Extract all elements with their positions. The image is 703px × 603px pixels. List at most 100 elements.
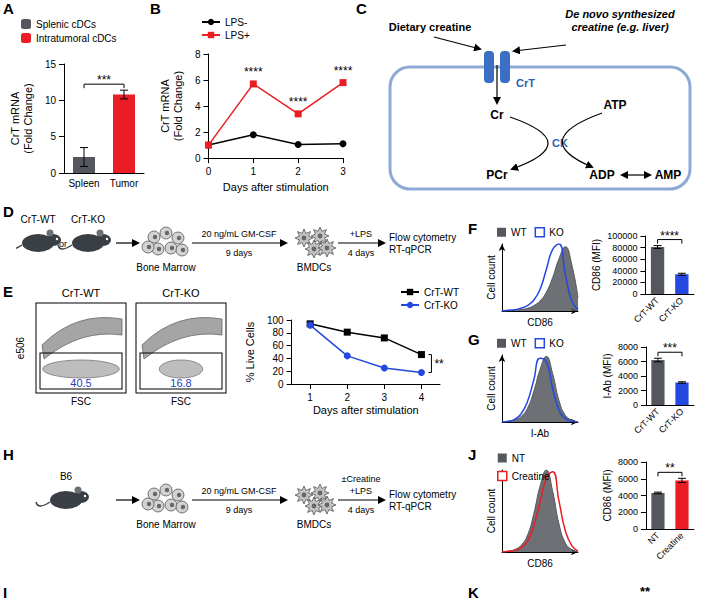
svg-text:0: 0 bbox=[50, 168, 56, 179]
svg-text:CD86 (MFI): CD86 (MFI) bbox=[591, 239, 602, 291]
svg-text:10: 10 bbox=[45, 95, 57, 106]
svg-text:Flow cytometry: Flow cytometry bbox=[389, 232, 456, 243]
svg-text:8000: 8000 bbox=[618, 457, 638, 467]
svg-text:60: 60 bbox=[272, 340, 284, 351]
svg-text:20 ng/mL GM-CSF: 20 ng/mL GM-CSF bbox=[201, 486, 277, 496]
svg-text:0: 0 bbox=[633, 400, 638, 410]
svg-text:5: 5 bbox=[50, 131, 56, 142]
svg-text:100000: 100000 bbox=[607, 231, 637, 241]
svg-text:CrT-KO: CrT-KO bbox=[71, 214, 105, 225]
svg-text:40000: 40000 bbox=[612, 266, 637, 276]
svg-text:(Fold Change): (Fold Change) bbox=[22, 83, 34, 153]
svg-text:BMDCs: BMDCs bbox=[297, 262, 331, 273]
svg-text:LPS-: LPS- bbox=[225, 17, 247, 28]
svg-text:CrT-WT: CrT-WT bbox=[424, 287, 459, 298]
svg-text:PCr: PCr bbox=[486, 168, 508, 182]
svg-text:Splenic cDCs: Splenic cDCs bbox=[36, 19, 96, 30]
svg-text:1: 1 bbox=[251, 166, 257, 177]
svg-text:2: 2 bbox=[195, 127, 201, 138]
svg-text:2: 2 bbox=[344, 392, 350, 403]
svg-text:Bone Marrow: Bone Marrow bbox=[136, 519, 196, 530]
svg-text:% Live Cells: % Live Cells bbox=[244, 321, 256, 382]
svg-text:Days after stimulation: Days after stimulation bbox=[313, 404, 419, 416]
svg-text:CrT mRNA: CrT mRNA bbox=[9, 91, 21, 145]
svg-text:ATP: ATP bbox=[603, 98, 626, 112]
svg-text:CrT-WT: CrT-WT bbox=[21, 214, 56, 225]
svg-text:6000: 6000 bbox=[618, 474, 638, 484]
svg-text:CrT mRNA: CrT mRNA bbox=[159, 79, 171, 133]
svg-text:Creatine: Creatine bbox=[654, 530, 685, 561]
svg-text:20: 20 bbox=[272, 366, 284, 377]
svg-text:CrT-WT: CrT-WT bbox=[632, 406, 662, 436]
svg-text:3: 3 bbox=[382, 392, 388, 403]
svg-text:NT: NT bbox=[646, 530, 662, 546]
svg-text:2000: 2000 bbox=[618, 386, 638, 396]
svg-text:0: 0 bbox=[632, 289, 637, 299]
svg-text:40: 40 bbox=[272, 353, 284, 364]
svg-text:Flow cytometry: Flow cytometry bbox=[389, 489, 456, 500]
svg-text:CrT-KO: CrT-KO bbox=[424, 300, 458, 311]
svg-text:6000: 6000 bbox=[618, 357, 638, 367]
svg-text:CrT-WT: CrT-WT bbox=[62, 287, 101, 299]
svg-text:Dietary creatine: Dietary creatine bbox=[389, 21, 472, 33]
svg-text:e506: e506 bbox=[15, 336, 26, 359]
svg-text:CrT-KO: CrT-KO bbox=[162, 287, 200, 299]
svg-text:0: 0 bbox=[206, 166, 212, 177]
svg-text:Cell count: Cell count bbox=[486, 255, 497, 300]
svg-text:40.5: 40.5 bbox=[70, 377, 91, 389]
svg-text:4: 4 bbox=[419, 392, 425, 403]
svg-text:CD86 (MFI): CD86 (MFI) bbox=[602, 469, 613, 521]
svg-text:+LPS: +LPS bbox=[350, 229, 372, 239]
svg-text:creatine (e.g. liver): creatine (e.g. liver) bbox=[571, 21, 669, 33]
svg-text:ADP: ADP bbox=[589, 168, 614, 182]
svg-text:Bone Marrow: Bone Marrow bbox=[136, 262, 196, 273]
svg-text:Cell count: Cell count bbox=[486, 366, 497, 411]
svg-text:RT-qPCR: RT-qPCR bbox=[389, 244, 432, 255]
svg-text:4 days: 4 days bbox=[348, 248, 375, 258]
svg-text:4000: 4000 bbox=[618, 491, 638, 501]
svg-text:3: 3 bbox=[340, 166, 346, 177]
svg-text:CK: CK bbox=[552, 137, 568, 149]
svg-text:****: **** bbox=[660, 229, 679, 243]
svg-text:8000: 8000 bbox=[618, 342, 638, 352]
svg-text:AMP: AMP bbox=[655, 168, 682, 182]
svg-text:BMDCs: BMDCs bbox=[297, 519, 331, 530]
svg-text:Cr: Cr bbox=[490, 108, 504, 122]
svg-text:CD86: CD86 bbox=[527, 317, 553, 328]
svg-text:CD86: CD86 bbox=[527, 558, 553, 569]
svg-text:±Creatine: ±Creatine bbox=[342, 474, 381, 484]
svg-text:0: 0 bbox=[278, 379, 284, 390]
svg-text:60000: 60000 bbox=[612, 254, 637, 264]
svg-text:I-Ab (MFI): I-Ab (MFI) bbox=[602, 354, 613, 399]
svg-text:NT: NT bbox=[512, 453, 525, 464]
svg-text:**: ** bbox=[665, 461, 675, 475]
svg-text:0: 0 bbox=[633, 524, 638, 534]
svg-text:WT: WT bbox=[511, 338, 527, 349]
svg-text:WT: WT bbox=[511, 227, 527, 238]
svg-text:FSC: FSC bbox=[171, 396, 191, 407]
svg-text:LPS+: LPS+ bbox=[225, 30, 250, 41]
svg-text:***: *** bbox=[97, 73, 111, 87]
svg-text:4 days: 4 days bbox=[348, 505, 375, 515]
svg-text:**: ** bbox=[434, 357, 444, 371]
svg-text:4: 4 bbox=[195, 101, 201, 112]
svg-text:KO: KO bbox=[549, 338, 564, 349]
svg-text:16.8: 16.8 bbox=[170, 377, 191, 389]
svg-text:KO: KO bbox=[549, 227, 564, 238]
svg-text:or: or bbox=[59, 239, 67, 249]
svg-text:+LPS: +LPS bbox=[350, 486, 372, 496]
svg-text:***: *** bbox=[663, 341, 677, 355]
svg-text:15: 15 bbox=[45, 59, 57, 70]
svg-text:9 days: 9 days bbox=[226, 505, 253, 515]
svg-text:20 ng/mL GM-CSF: 20 ng/mL GM-CSF bbox=[201, 229, 277, 239]
svg-text:1: 1 bbox=[307, 392, 313, 403]
svg-text:80: 80 bbox=[272, 327, 284, 338]
svg-text:I-Ab: I-Ab bbox=[531, 428, 550, 439]
svg-text:CrT-WT: CrT-WT bbox=[632, 295, 662, 325]
svg-text:100: 100 bbox=[267, 315, 284, 326]
svg-text:CrT-KO: CrT-KO bbox=[657, 295, 686, 324]
svg-text:RT-qPCR: RT-qPCR bbox=[389, 501, 432, 512]
svg-text:80000: 80000 bbox=[612, 243, 637, 253]
svg-text:Spleen: Spleen bbox=[68, 178, 99, 189]
svg-text:6: 6 bbox=[195, 75, 201, 86]
